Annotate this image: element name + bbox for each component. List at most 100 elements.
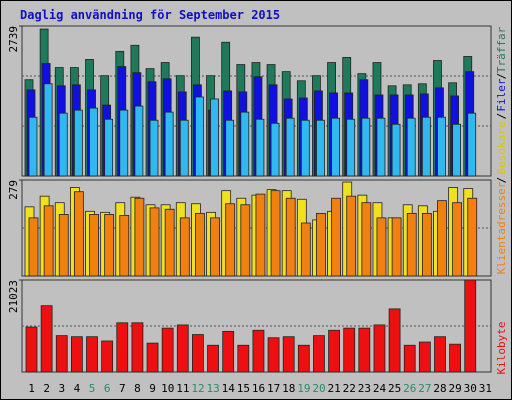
legend-label: Träffar [495,26,508,73]
bar [86,336,98,373]
x-tick-label: 12 [191,382,204,395]
bar [452,202,463,277]
bar [28,217,39,277]
bar [434,336,446,373]
legend-label: Kilobyte [495,322,508,375]
bar [391,123,401,177]
bar [225,119,235,177]
bar [146,342,159,373]
bar [225,203,236,277]
bar [297,344,310,373]
bar [119,109,129,177]
bar [55,335,68,373]
bar [240,204,251,277]
bar [331,197,341,277]
x-tick-label: 10 [161,382,174,395]
bar [406,117,416,177]
bar [255,193,266,277]
bar [240,111,250,177]
bar [331,117,340,177]
bar [270,122,280,177]
x-tick-label: 29 [449,382,462,395]
bar [346,118,356,177]
bar [285,197,296,277]
bar [104,214,115,277]
bar [361,117,371,177]
x-tick-label: 9 [149,382,156,395]
bar [403,344,416,373]
x-tick-label: 19 [297,382,310,395]
bar [192,334,204,373]
bar [28,116,38,177]
bar [449,343,462,373]
bar [58,112,68,177]
x-tick-label: 15 [237,382,250,395]
bar [89,214,99,277]
x-tick-label: 23 [358,382,371,395]
x-tick-label: 14 [222,382,236,395]
bar [406,212,417,277]
bar [376,217,387,277]
x-tick-label: 30 [464,382,477,395]
bar [134,197,145,277]
x-tick-label: 1 [28,382,35,395]
x-tick-label: 27 [418,382,431,395]
bar [195,96,204,177]
x-tick-label: 7 [119,382,126,395]
y-tick-label: 279 [7,180,20,200]
bar [89,107,98,177]
x-tick-label: 28 [433,382,446,395]
bar [361,202,372,277]
bar [210,217,220,277]
bar [300,119,310,177]
chart-title: Daglig användning för September 2015 [20,8,280,22]
bar [40,305,53,373]
x-tick-label: 16 [252,382,265,395]
x-tick-label: 17 [267,382,280,395]
bar [464,279,477,373]
bar [255,118,265,177]
bar [467,197,478,277]
bar [300,222,311,277]
x-tick-label: 4 [74,382,81,395]
bar [161,327,174,373]
bar [164,208,175,277]
x-tick-label: 18 [282,382,295,395]
legend-label: / [495,113,508,120]
x-tick-label: 21 [328,382,341,395]
x-tick-label: 24 [373,382,387,395]
legend-label: / [495,73,508,80]
y-tick-label: 2739 [7,26,20,53]
x-tick-label: 13 [206,382,219,395]
bar [58,214,69,277]
x-tick-label: 25 [388,382,401,395]
bar [376,117,386,177]
bar [388,308,401,373]
x-tick-label: 26 [403,382,416,395]
x-tick-label: 8 [134,382,141,395]
x-tick-label: 6 [104,382,111,395]
bar [316,212,326,277]
bar [391,217,402,277]
legend-label: Filer [495,78,508,111]
bar [149,207,160,277]
bar [267,337,280,373]
x-tick-label: 3 [59,382,66,395]
bar [270,190,281,277]
x-tick-label: 11 [176,382,189,395]
bar [373,324,386,373]
bar [437,200,447,277]
bar [104,118,114,177]
bar [176,324,189,373]
bar [164,111,174,177]
x-tick-label: 31 [479,382,492,395]
bar [116,322,129,373]
y-tick-label: 21023 [7,280,20,313]
bar [43,205,54,277]
legend-label: / [495,177,508,184]
bar [179,217,190,277]
legend-label: Klientadresser [495,181,508,274]
bar [316,119,325,177]
bar [252,329,265,373]
